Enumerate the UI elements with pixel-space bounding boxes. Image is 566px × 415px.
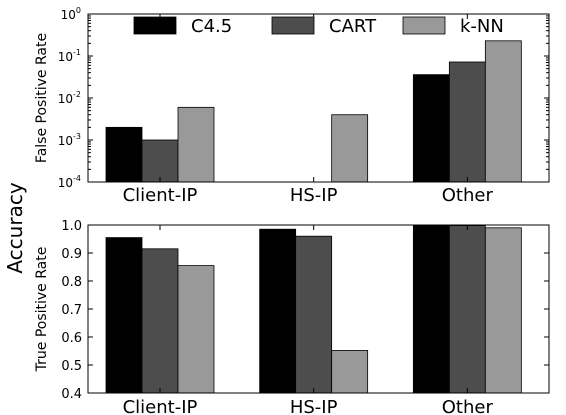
y-tick-label: 10-1 (58, 48, 81, 64)
bar-other-k-nn (484, 40, 522, 183)
y-tick-label: 0.4 (61, 387, 82, 402)
y-tick-label: 10-2 (58, 90, 81, 106)
x-tick-label: HS-IP (290, 397, 338, 415)
y-axis-label: False Positive Rate (34, 33, 50, 163)
legend-swatch-k-nn (402, 16, 446, 35)
bar-other-k-nn (484, 227, 522, 394)
legend-label-k-nn: k-NN (460, 16, 504, 37)
bar-other-cart (448, 61, 486, 183)
legend-label-cart: CART (329, 16, 377, 37)
bar-client-ip-k-nn (177, 106, 215, 183)
side-label: Accuracy (3, 182, 27, 273)
y-tick-label: 0.7 (61, 303, 82, 318)
bar-hs-ip-k-nn (331, 350, 369, 394)
bar-other-c4-5 (412, 224, 450, 394)
bar-client-ip-c4-5 (105, 126, 143, 183)
y-tick-label: 0.8 (61, 275, 82, 290)
x-tick-label: Client-IP (123, 185, 198, 206)
legend-swatch-c4-5 (133, 16, 177, 35)
bar-client-ip-k-nn (177, 265, 215, 394)
x-tick-label: HS-IP (290, 185, 338, 206)
bar-client-ip-c4-5 (105, 237, 143, 394)
y-tick-label: 10-3 (58, 132, 81, 148)
legend: C4.5 CART k-NN (133, 16, 504, 37)
tpr-chart: Client-IP HS-IP Other 0.4 0.5 0.6 0.7 0.8 0.9 1.0… (34, 219, 550, 415)
y-axis-label: True Positive Rate (34, 247, 50, 373)
bar-hs-ip-c4-5 (259, 228, 297, 394)
x-tick-label: Other (442, 185, 494, 206)
legend-swatch-cart (271, 16, 315, 35)
bar-client-ip-cart (141, 248, 179, 394)
y-tick-label: 100 (61, 6, 81, 22)
y-tick-label: 0.9 (61, 247, 82, 262)
bar-hs-ip-cart (295, 235, 333, 394)
x-tick-label: Client-IP (123, 397, 198, 415)
bar-hs-ip-k-nn (331, 114, 369, 183)
y-tick-label: 0.6 (61, 331, 82, 346)
bar-client-ip-cart (141, 139, 179, 183)
y-tick-label: 1.0 (61, 219, 82, 234)
legend-label-c4-5: C4.5 (191, 16, 232, 37)
bar-other-cart (448, 225, 486, 394)
bar-other-c4-5 (412, 74, 450, 183)
y-tick-label: 0.5 (61, 359, 82, 374)
y-tick-label: 10-4 (58, 174, 81, 190)
x-tick-label: Other (442, 397, 494, 415)
fpr-chart: Client-IP HS-IP Other 10-4 10-3 10-2 10-1 100 Fa… (34, 6, 550, 206)
